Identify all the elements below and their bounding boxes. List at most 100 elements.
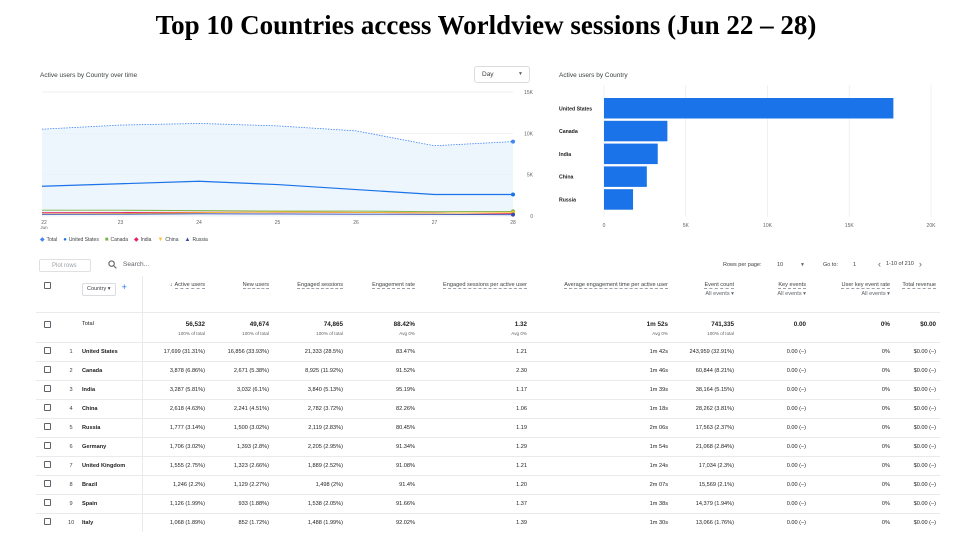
row-checkbox[interactable]	[44, 442, 51, 449]
column-header[interactable]: Engagement rate	[347, 276, 419, 312]
column-header[interactable]: Event count All events ▾	[672, 276, 738, 312]
row-checkbox[interactable]	[44, 347, 51, 354]
series-line-canada	[42, 209, 514, 213]
country-name: United States	[78, 341, 143, 361]
period-select[interactable]: Day ▼	[474, 66, 530, 83]
total-sublabel: 100% of total	[707, 330, 734, 336]
legend-item[interactable]: ● United States	[63, 237, 99, 244]
total-value: 0.00	[793, 320, 806, 328]
table-cell: $0.00 (–)	[894, 379, 940, 399]
row-checkbox[interactable]	[44, 366, 51, 373]
bar[interactable]	[604, 120, 668, 142]
bar[interactable]	[604, 166, 647, 187]
table-cell: 0.00 (–)	[738, 455, 810, 475]
column-header[interactable]: New users	[209, 276, 273, 312]
column-header-label: Event count	[704, 282, 734, 289]
x-tick-label: 20K	[927, 223, 937, 229]
rows-per-page-select[interactable]: 10	[777, 262, 784, 268]
table-cell: 1m 38s	[531, 493, 672, 513]
row-number	[64, 311, 78, 342]
legend-item[interactable]: ▲ Russia	[184, 236, 207, 244]
chevron-down-icon[interactable]: ▼	[800, 262, 805, 268]
select-all-checkbox[interactable]	[44, 282, 51, 289]
x-tick-label: 24	[196, 220, 202, 226]
search-input[interactable]: Search...	[123, 261, 150, 268]
table-row[interactable]: 4 China 2,618 (4.63%) 2,241 (4.51%) 2,782 (3…	[36, 398, 940, 418]
column-header[interactable]: ↓ Active users	[142, 276, 209, 312]
column-header[interactable]: User key event rate All events ▾	[810, 276, 894, 312]
column-header[interactable]: Engaged sessions per active user	[419, 276, 531, 312]
column-header[interactable]: Total revenue	[894, 276, 940, 312]
checkbox-cell	[36, 360, 64, 380]
row-checkbox[interactable]	[44, 480, 51, 487]
bar[interactable]	[604, 98, 894, 119]
sort-down-arrow-icon[interactable]: ↓	[169, 282, 173, 288]
table-row[interactable]: 2 Canada 3,878 (6.86%) 2,671 (5.38%) 8,925 (…	[36, 360, 940, 380]
row-checkbox[interactable]	[44, 518, 51, 526]
goto-input[interactable]: 1	[853, 262, 857, 268]
series-area-total	[42, 123, 513, 216]
table-cell: 1m 54s	[531, 436, 672, 456]
column-header-label: Key events	[778, 282, 806, 289]
line-chart: 15K 10K 5K 0 22 23 24 25 26 27 28 Jun	[40, 90, 533, 230]
search-box[interactable]: Search...	[108, 260, 149, 269]
column-header[interactable]: Average engagement time per active user	[531, 276, 672, 312]
table-row[interactable]: 8 Brazil 1,246 (2.2%) 1,129 (2.27%) 1,498 (2…	[36, 474, 940, 494]
table-cell: 14,379 (1.94%)	[672, 493, 738, 513]
legend-item[interactable]: ▼ China	[157, 236, 178, 244]
chevron-left-icon[interactable]: ‹	[878, 259, 881, 269]
column-header[interactable]: Engaged sessions	[273, 276, 347, 312]
plot-rows-button[interactable]: Plot rows	[39, 259, 91, 272]
row-checkbox[interactable]	[44, 423, 51, 430]
event-filter-select[interactable]: All events ▾	[742, 291, 806, 298]
legend-item[interactable]: ■ Canada	[105, 237, 128, 244]
dimension-select[interactable]: Country ▾	[82, 283, 116, 297]
table-row[interactable]: 3 India 3,287 (5.81%) 3,032 (6.1%) 3,840 (5.…	[36, 379, 940, 399]
table-row[interactable]: 10 Italy 1,068 (1.89%) 852 (1.72%) 1,488 (1.…	[36, 512, 940, 532]
checkbox-cell	[36, 398, 64, 418]
add-dimension-icon[interactable]: +	[121, 282, 127, 292]
triangle-down-icon: ▼	[157, 236, 164, 243]
row-number-header	[64, 276, 78, 312]
country-name: Germany	[78, 436, 143, 456]
table-row[interactable]: 6 Germany 1,706 (3.02%) 1,393 (2.8%) 2,205 (…	[36, 436, 940, 456]
pagination: ‹ 1-10 of 210 ›	[878, 259, 922, 269]
chevron-down-icon: ▾	[106, 286, 111, 292]
x-tick-label: 5K	[683, 223, 690, 229]
row-checkbox[interactable]	[44, 404, 51, 411]
x-tick-sublabel: Jun	[40, 225, 48, 230]
row-number: 10	[64, 512, 78, 532]
table-cell: 1.06	[419, 398, 531, 418]
total-row: Total 56,532 100% of total 49,674 100% of to…	[36, 311, 940, 342]
table-cell: 28,262 (3.81%)	[672, 398, 738, 418]
table-row[interactable]: 9 Spain 1,126 (1.99%) 933 (1.88%) 1,538 (2.0…	[36, 493, 940, 513]
country-name: Italy	[78, 512, 143, 532]
table-row[interactable]: 1 United States 17,699 (31.31%) 16,856 (33.…	[36, 341, 940, 361]
category-label: China	[559, 175, 574, 181]
chevron-right-icon[interactable]: ›	[918, 259, 922, 269]
checkbox-cell	[36, 417, 64, 437]
table-cell: 13,066 (1.76%)	[672, 512, 738, 532]
table-cell: 91.4%	[347, 474, 419, 494]
legend-item[interactable]: ◆ India	[134, 237, 151, 244]
row-checkbox[interactable]	[44, 461, 51, 468]
event-filter-select[interactable]: All events ▾	[814, 291, 890, 298]
table-cell: 91.08%	[347, 455, 419, 475]
bar[interactable]	[604, 189, 634, 210]
row-checkbox[interactable]	[44, 385, 51, 392]
total-sublabel: Avg 0%	[511, 330, 527, 336]
legend-item[interactable]: ◆ Total	[40, 237, 57, 244]
bar[interactable]	[604, 143, 658, 165]
row-checkbox[interactable]	[44, 499, 51, 506]
bar-chart: 0 5K 10K 15K 20K United States Canada India Chin…	[559, 85, 937, 229]
table-cell: 0.00 (–)	[738, 512, 810, 532]
table-cell: 1m 46s	[531, 360, 672, 380]
table-row[interactable]: 5 Russia 1,777 (3.14%) 1,500 (3.02%) 2,119 (…	[36, 417, 940, 437]
row-checkbox[interactable]	[44, 320, 51, 328]
table-cell: 2,241 (4.51%)	[209, 398, 273, 418]
event-filter-select[interactable]: All events ▾	[676, 291, 734, 298]
column-header[interactable]: Key events All events ▾	[738, 276, 810, 312]
checkbox-cell	[36, 311, 64, 342]
triangle-up-icon: ▲	[184, 236, 191, 243]
table-row[interactable]: 7 United Kingdom 1,555 (2.75%) 1,323 (2.66%…	[36, 455, 940, 475]
